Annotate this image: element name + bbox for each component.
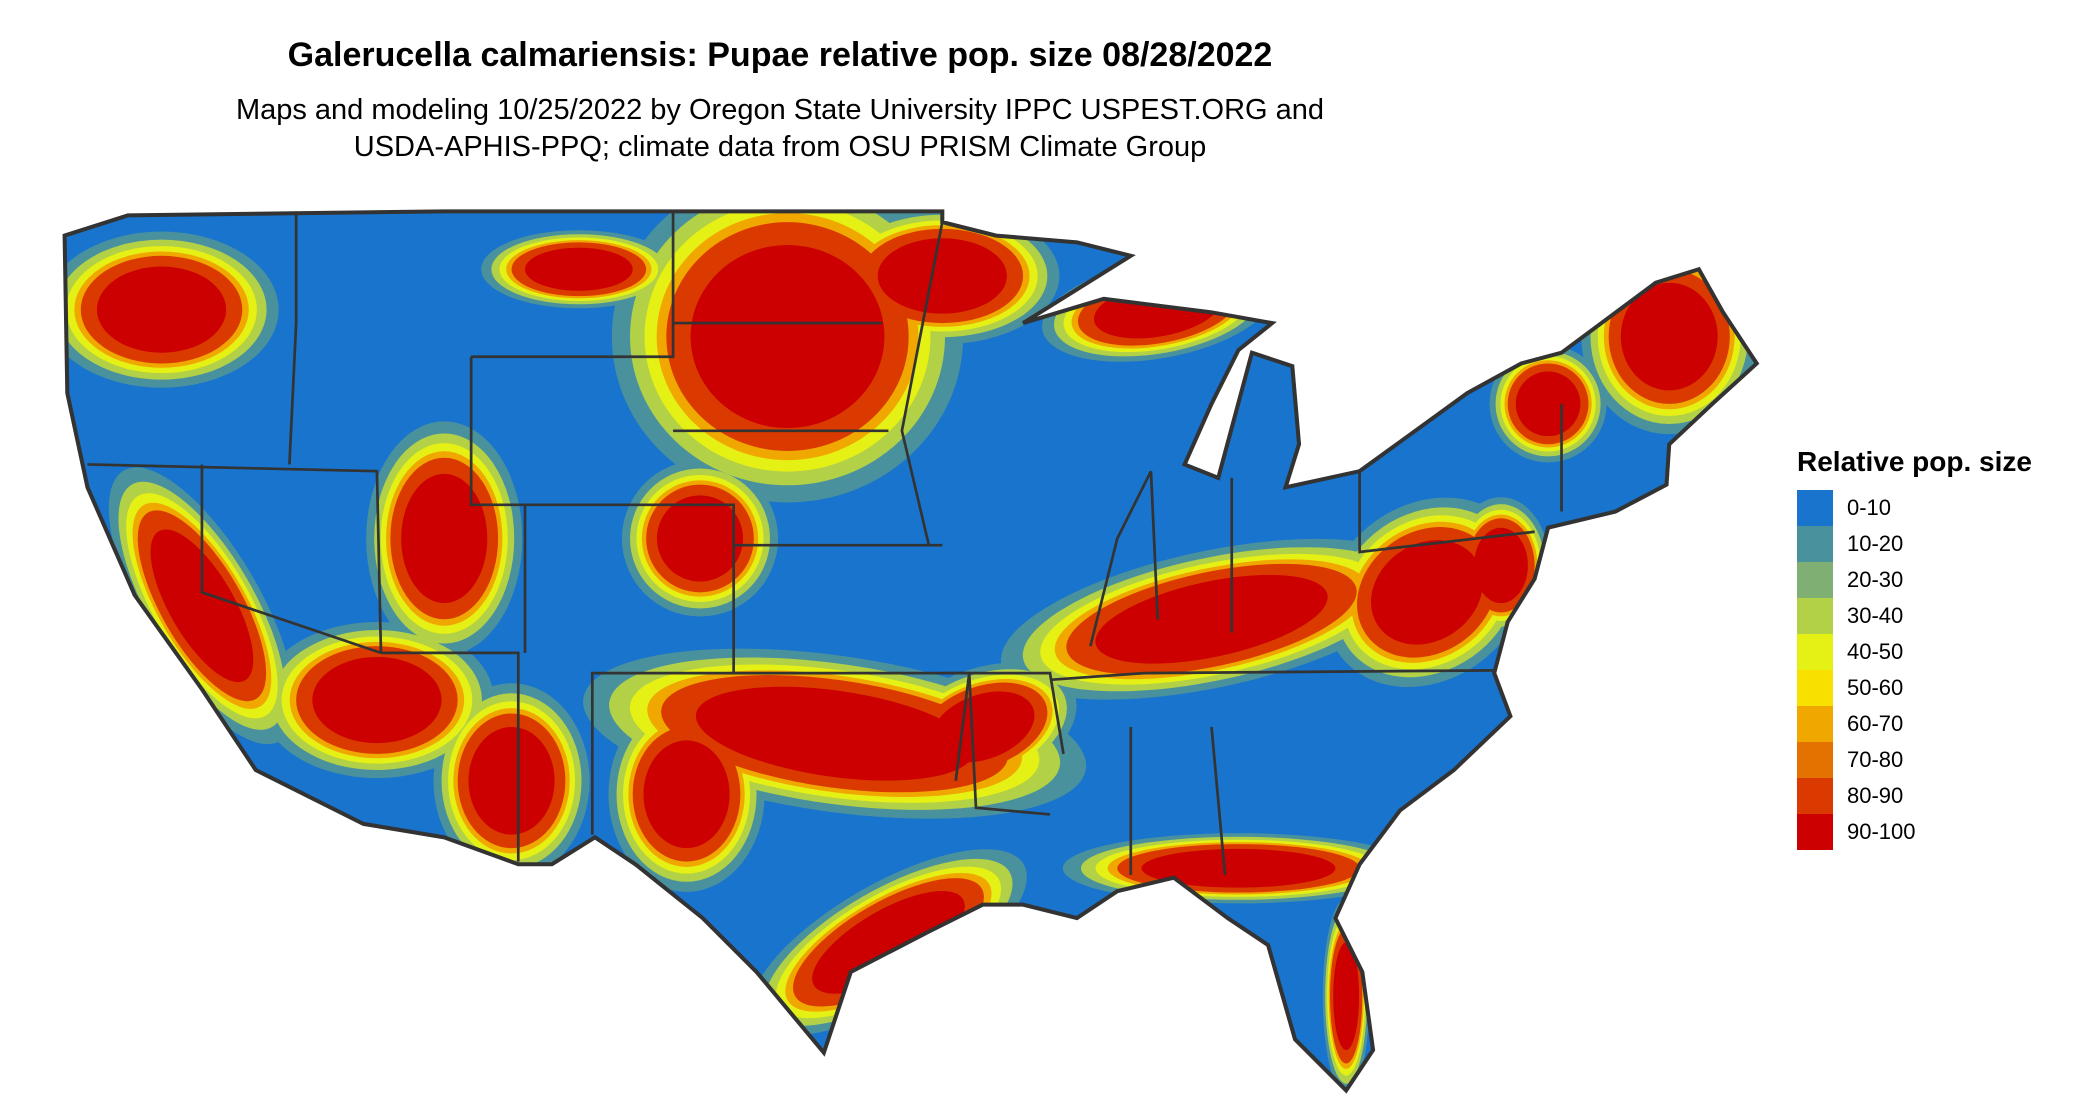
legend-item: 90-100 xyxy=(1797,814,2032,850)
map-title: Galerucella calmariensis: Pupae relative… xyxy=(287,36,1273,74)
state-border xyxy=(1149,471,1160,620)
legend-label: 70-80 xyxy=(1847,747,1904,772)
legend-swatch xyxy=(1797,634,1833,670)
legend-item: 0-10 xyxy=(1797,490,2032,526)
state-border xyxy=(1210,726,1227,876)
legend-swatch xyxy=(1797,814,1833,850)
population-zone xyxy=(695,686,974,781)
legend-item: 50-60 xyxy=(1797,670,2032,706)
population-zone xyxy=(1620,282,1718,391)
population-zone xyxy=(312,656,442,744)
state-border xyxy=(200,464,382,655)
legend-label: 30-40 xyxy=(1847,603,1904,628)
legend-item: 10-20 xyxy=(1797,526,2032,562)
legend-title: Relative pop. size xyxy=(1797,446,2032,477)
population-zone xyxy=(930,691,1035,763)
population-zone xyxy=(656,495,744,582)
legend-swatch xyxy=(1797,598,1833,634)
legend-item: 80-90 xyxy=(1797,778,2032,814)
legend-swatch xyxy=(1797,778,1833,814)
state-border xyxy=(900,221,944,546)
legend-swatch xyxy=(1797,562,1833,598)
legend-swatch xyxy=(1797,490,1833,526)
map-subtitle-line1: Maps and modeling 10/25/2022 by Oregon S… xyxy=(235,94,1325,126)
legend-label: 90-100 xyxy=(1847,819,1916,844)
legend-item: 40-50 xyxy=(1797,634,2032,670)
population-zone xyxy=(1333,942,1360,1051)
state-border xyxy=(967,673,1051,816)
state-border xyxy=(469,356,735,606)
legend-item: 30-40 xyxy=(1797,598,2032,634)
legend-swatch xyxy=(1797,742,1833,778)
legend-label: 40-50 xyxy=(1847,639,1904,664)
population-zone xyxy=(1515,371,1581,437)
state-border xyxy=(380,651,520,862)
population-zone xyxy=(877,238,1007,314)
state-border xyxy=(471,211,675,359)
state-border xyxy=(732,605,971,781)
legend-label: 60-70 xyxy=(1847,711,1904,736)
legend-item: 70-80 xyxy=(1797,742,2032,778)
population-zone xyxy=(812,890,965,994)
population-zone xyxy=(401,473,488,604)
population-zone xyxy=(150,529,254,683)
population-zone xyxy=(643,740,730,849)
legend-swatch xyxy=(1797,526,1833,562)
legend: Relative pop. size 0-10 10-20 20-30 30-40 40… xyxy=(1797,446,2032,850)
state-border xyxy=(87,463,383,653)
state-border xyxy=(942,671,1065,755)
legend-label: 20-30 xyxy=(1847,567,1904,592)
population-zone xyxy=(525,247,633,291)
legend-item: 20-30 xyxy=(1797,562,2032,598)
legend-label: 80-90 xyxy=(1847,783,1904,808)
population-zone xyxy=(468,726,555,835)
state-border xyxy=(1049,669,1495,682)
legend-swatch xyxy=(1797,670,1833,706)
population-zone xyxy=(1371,540,1483,645)
population-zone xyxy=(1095,574,1328,664)
state-border xyxy=(288,211,298,465)
population-zone xyxy=(96,266,227,353)
population-zone xyxy=(1141,848,1336,888)
legend-label: 0-10 xyxy=(1847,495,1892,520)
legend-label: 50-60 xyxy=(1847,675,1904,700)
legend-item: 60-70 xyxy=(1797,706,2032,742)
state-border xyxy=(1358,471,1535,554)
population-zone xyxy=(1474,527,1528,604)
legend-swatch xyxy=(1797,706,1833,742)
us-border xyxy=(62,209,1760,1094)
legend-label: 10-20 xyxy=(1847,531,1904,556)
state-borders xyxy=(87,211,1563,876)
state-border xyxy=(590,671,734,835)
map-subtitle-line2: USDA-APHIS-PPQ; climate data from OSU PR… xyxy=(353,131,1207,163)
population-zone xyxy=(690,245,885,429)
state-border xyxy=(1089,470,1153,647)
